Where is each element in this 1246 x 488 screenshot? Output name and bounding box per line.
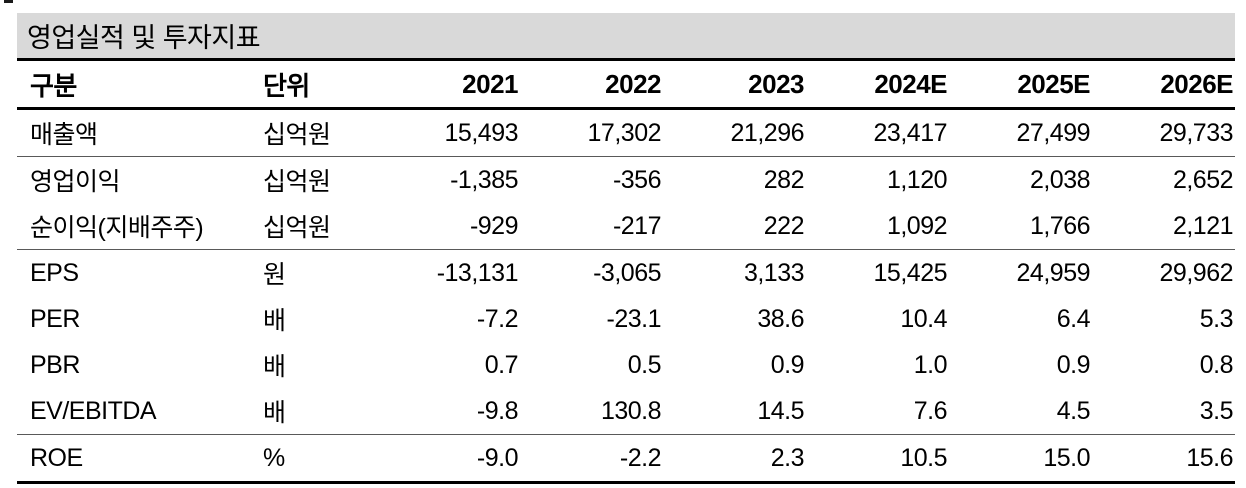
- column-header-2021: 2021: [377, 59, 520, 110]
- value-cell: 23,417: [806, 108, 949, 157]
- table-row-per: PER 배 -7.2 -23.1 38.6 10.4 6.4 5.3: [17, 296, 1235, 342]
- unit-cell: 배: [263, 307, 286, 335]
- value-cell: 0.7: [484, 350, 519, 379]
- unit-cell: 원: [263, 261, 286, 289]
- value-cell: -3,065: [593, 258, 661, 287]
- value-cell: -9.0: [476, 443, 519, 472]
- value-cell: 5.3: [1199, 304, 1234, 333]
- row-label-eps: EPS: [30, 258, 79, 287]
- column-header-2026e: 2026E: [1092, 59, 1235, 110]
- header-row: 구분 단위 2021 2022 2023 2024E 2025E 2026E: [17, 59, 1235, 110]
- table-title: 영업실적 및 투자지표: [27, 23, 261, 53]
- column-header-2023: 2023: [663, 59, 806, 110]
- value-cell: 2.3: [770, 443, 805, 472]
- value-cell: 1.0: [913, 350, 948, 379]
- value-cell: -356: [612, 165, 662, 194]
- value-cell: 6.4: [1056, 304, 1091, 333]
- value-cell: 15.6: [1186, 443, 1233, 472]
- value-cell: 0.9: [770, 350, 805, 379]
- unit-cell: 배: [262, 388, 377, 435]
- unit-cell: 십억원: [262, 108, 377, 157]
- table-title-bar: 영업실적 및 투자지표: [17, 13, 1235, 58]
- value-cell: 4.5: [949, 388, 1092, 435]
- value-cell: 1,766: [949, 203, 1092, 250]
- row-label-per: PER: [30, 304, 80, 333]
- value-cell: 130.8: [520, 388, 663, 435]
- value-cell: 3,133: [743, 258, 805, 287]
- value-cell: 2,652: [1172, 165, 1234, 194]
- column-header-2025e: 2025E: [949, 59, 1092, 110]
- value-cell: 29,733: [1092, 108, 1235, 157]
- value-cell: 0.9: [1056, 350, 1091, 379]
- table-row-eps: EPS 원 -13,131 -3,065 3,133 15,425 24,959…: [17, 250, 1235, 297]
- unit-cell: %: [263, 443, 285, 472]
- value-cell: 14.5: [663, 388, 806, 435]
- value-cell: -23.1: [606, 304, 662, 333]
- value-cell: 15.0: [1043, 443, 1090, 472]
- column-header-2022: 2022: [520, 59, 663, 110]
- unit-cell: 십억원: [263, 168, 331, 196]
- value-cell: 17,302: [520, 108, 663, 157]
- table-row-net-profit: 순이익(지배주주) 십억원 -929 -217 222 1,092 1,766 …: [17, 203, 1235, 250]
- value-cell: -929: [377, 203, 520, 250]
- value-cell: 10.4: [900, 304, 947, 333]
- row-label-net-profit: 순이익(지배주주): [17, 203, 262, 250]
- value-cell: 2,121: [1092, 203, 1235, 250]
- value-cell: 24,959: [1016, 258, 1091, 287]
- crop-edge-artifact: [4, 0, 13, 3]
- value-cell: 38.6: [757, 304, 804, 333]
- row-label-operating-profit: 영업이익: [30, 168, 121, 196]
- unit-cell: 십억원: [262, 203, 377, 250]
- value-cell: 3.5: [1092, 388, 1235, 435]
- row-label-pbr: PBR: [30, 350, 80, 379]
- value-cell: -2.2: [619, 443, 662, 472]
- value-cell: 222: [663, 203, 806, 250]
- value-cell: -9.8: [377, 388, 520, 435]
- row-label-roe: ROE: [30, 443, 83, 472]
- table-row-pbr: PBR 배 0.7 0.5 0.9 1.0 0.9 0.8: [17, 342, 1235, 388]
- value-cell: 7.6: [806, 388, 949, 435]
- value-cell: 29,962: [1159, 258, 1234, 287]
- value-cell: 282: [763, 165, 805, 194]
- value-cell: 0.5: [627, 350, 662, 379]
- table-row-ev-ebitda: EV/EBITDA 배 -9.8 130.8 14.5 7.6 4.5 3.5: [17, 388, 1235, 435]
- value-cell: 1,120: [886, 165, 948, 194]
- value-cell: 21,296: [663, 108, 806, 157]
- column-header-unit: 단위: [262, 59, 377, 110]
- value-cell: 2,038: [1029, 165, 1091, 194]
- row-label-ev-ebitda: EV/EBITDA: [17, 388, 262, 435]
- column-header-category: 구분: [17, 59, 262, 110]
- value-cell: -1,385: [450, 165, 518, 194]
- value-cell: -7.2: [476, 304, 519, 333]
- financial-metrics-table: 구분 단위 2021 2022 2023 2024E 2025E 2026E 매…: [17, 58, 1235, 484]
- value-cell: -13,131: [436, 258, 519, 287]
- column-header-2024e: 2024E: [806, 59, 949, 110]
- value-cell: 1,092: [806, 203, 949, 250]
- value-cell: 10.5: [900, 443, 947, 472]
- table-row-revenue: 매출액 십억원 15,493 17,302 21,296 23,417 27,4…: [17, 108, 1235, 157]
- value-cell: 15,493: [377, 108, 520, 157]
- table-row-roe: ROE % -9.0 -2.2 2.3 10.5 15.0 15.6: [17, 435, 1235, 483]
- table-row-operating-profit: 영업이익 십억원 -1,385 -356 282 1,120 2,038 2,6…: [17, 157, 1235, 204]
- value-cell: 27,499: [949, 108, 1092, 157]
- value-cell: 15,425: [873, 258, 948, 287]
- row-label-revenue: 매출액: [17, 108, 262, 157]
- value-cell: -217: [520, 203, 663, 250]
- value-cell: 0.8: [1199, 350, 1234, 379]
- unit-cell: 배: [263, 353, 286, 381]
